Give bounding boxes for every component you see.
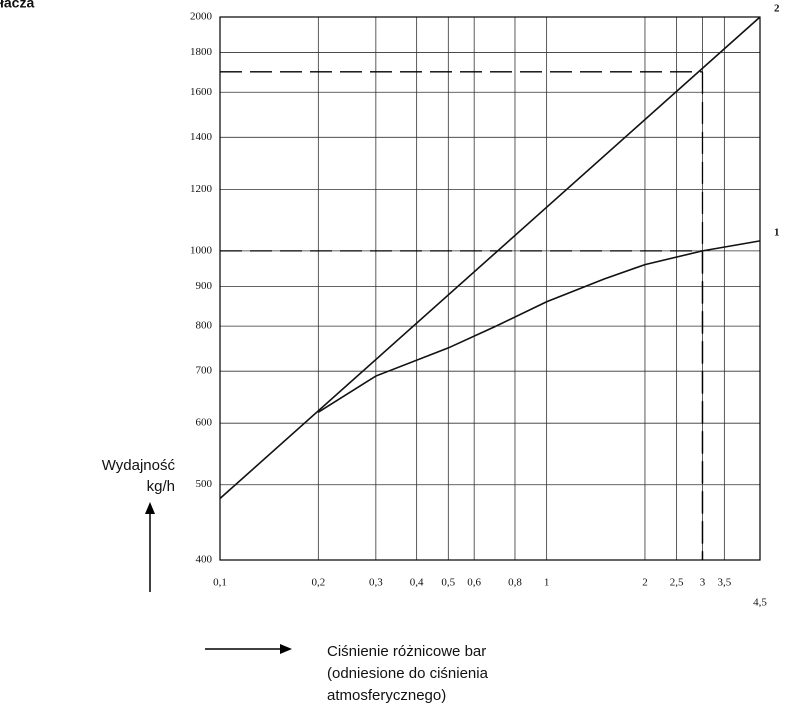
x-axis-label: atmosferycznego) <box>327 687 446 704</box>
y-tick-label: 700 <box>196 365 213 377</box>
x-arrow-head <box>280 644 292 654</box>
y-tick-label: 900 <box>196 280 213 292</box>
y-axis-label: Wydajność <box>102 457 176 474</box>
y-tick-label: 1800 <box>190 46 213 58</box>
x-tick-label: 3 <box>700 577 706 589</box>
plot-frame <box>219 16 761 561</box>
x-axis-label: Ciśnienie różnicowe bar <box>327 643 486 660</box>
y-tick-label: 800 <box>196 320 213 332</box>
y-tick-label: 1600 <box>190 86 213 98</box>
x-tick-label: 3,5 <box>717 577 731 589</box>
y-tick-label: 600 <box>196 417 213 429</box>
chart-title: łacza <box>0 0 34 11</box>
y-tick-label: 1200 <box>190 183 213 195</box>
x-tick-label: 1 <box>544 577 550 589</box>
y-tick-label: 400 <box>196 554 213 566</box>
y-tick-label: 500 <box>196 478 213 490</box>
x-tick-label: 4,5 <box>753 597 767 609</box>
series-label: 2 <box>774 3 780 15</box>
series-line <box>219 16 761 500</box>
x-tick-label: 0,3 <box>369 577 383 589</box>
series-label: 1 <box>774 226 780 238</box>
x-tick-label: 0,2 <box>311 577 325 589</box>
series-line <box>317 240 761 413</box>
x-tick-label: 0,1 <box>213 577 227 589</box>
y-arrow-head <box>145 502 155 514</box>
x-tick-label: 0,8 <box>508 577 522 589</box>
x-tick-label: 0,5 <box>441 577 455 589</box>
y-tick-label: 1400 <box>190 131 213 143</box>
x-tick-label: 2 <box>642 577 648 589</box>
y-tick-label: 1000 <box>190 244 213 256</box>
x-axis-label: (odniesione do ciśnienia <box>327 665 489 682</box>
x-tick-label: 0,4 <box>410 577 424 589</box>
y-tick-label: 2000 <box>190 11 213 23</box>
x-tick-label: 2,5 <box>670 577 684 589</box>
y-axis-label: kg/h <box>147 478 175 495</box>
x-tick-label: 0,6 <box>467 577 481 589</box>
